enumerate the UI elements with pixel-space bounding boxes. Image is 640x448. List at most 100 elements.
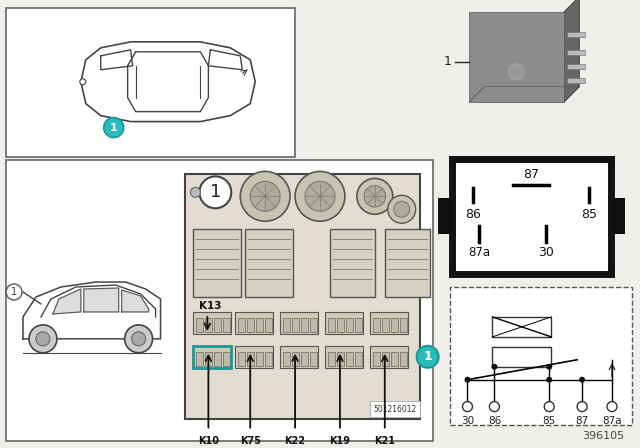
Bar: [330, 229, 375, 297]
Bar: [247, 352, 254, 366]
Bar: [223, 352, 230, 366]
Polygon shape: [41, 285, 156, 317]
Polygon shape: [122, 290, 148, 312]
Bar: [223, 318, 230, 332]
Bar: [256, 318, 263, 332]
Circle shape: [417, 346, 438, 368]
Text: 86: 86: [465, 208, 481, 221]
Circle shape: [463, 401, 472, 412]
Bar: [193, 346, 231, 368]
Circle shape: [544, 401, 554, 412]
Bar: [236, 346, 273, 368]
Text: K75: K75: [240, 435, 260, 445]
Bar: [400, 352, 406, 366]
Polygon shape: [127, 52, 209, 112]
Bar: [337, 318, 344, 332]
Bar: [492, 347, 551, 367]
Circle shape: [191, 187, 200, 197]
Text: K13: K13: [199, 301, 221, 311]
Bar: [492, 317, 551, 337]
Bar: [310, 318, 317, 332]
Bar: [301, 352, 308, 366]
Circle shape: [6, 284, 22, 300]
Bar: [382, 318, 388, 332]
Bar: [355, 318, 362, 332]
Bar: [292, 352, 299, 366]
Bar: [567, 78, 585, 83]
Bar: [373, 352, 380, 366]
Bar: [214, 352, 221, 366]
Polygon shape: [100, 50, 132, 70]
Bar: [205, 318, 212, 332]
Bar: [256, 352, 263, 366]
Text: 87a: 87a: [468, 246, 490, 258]
Circle shape: [29, 325, 57, 353]
Bar: [328, 352, 335, 366]
Text: 1: 1: [423, 350, 432, 363]
Bar: [400, 318, 406, 332]
Polygon shape: [564, 0, 579, 102]
Circle shape: [508, 64, 524, 80]
Bar: [292, 318, 299, 332]
Bar: [438, 198, 452, 234]
Circle shape: [490, 401, 499, 412]
Bar: [325, 346, 363, 368]
Text: K10: K10: [198, 435, 219, 445]
Circle shape: [132, 332, 145, 346]
Text: 501216012: 501216012: [373, 405, 417, 414]
Bar: [193, 346, 231, 368]
Bar: [265, 318, 272, 332]
Bar: [193, 229, 241, 297]
Text: 87a: 87a: [602, 416, 622, 426]
Polygon shape: [84, 288, 118, 312]
Bar: [470, 12, 564, 102]
Circle shape: [295, 172, 345, 221]
Circle shape: [394, 201, 410, 217]
Circle shape: [80, 79, 86, 85]
Bar: [391, 352, 397, 366]
Bar: [567, 32, 585, 37]
Circle shape: [36, 332, 50, 346]
Bar: [196, 318, 204, 332]
Bar: [385, 229, 429, 297]
Circle shape: [546, 377, 552, 383]
Bar: [205, 352, 212, 366]
Bar: [280, 346, 318, 368]
Bar: [449, 287, 632, 425]
Bar: [193, 312, 231, 334]
Text: K19: K19: [330, 435, 351, 445]
Bar: [346, 318, 353, 332]
Bar: [391, 318, 397, 332]
Circle shape: [305, 181, 335, 211]
Circle shape: [104, 117, 124, 138]
Text: 30: 30: [461, 416, 474, 426]
Polygon shape: [23, 282, 161, 339]
Text: 1: 1: [210, 183, 221, 201]
Text: 85: 85: [581, 208, 597, 221]
Text: K22: K22: [285, 435, 305, 445]
Bar: [346, 352, 353, 366]
Bar: [238, 352, 245, 366]
Bar: [283, 352, 290, 366]
Bar: [452, 159, 611, 274]
Circle shape: [546, 364, 552, 370]
Circle shape: [200, 177, 231, 208]
Text: 85: 85: [543, 416, 556, 426]
Bar: [567, 50, 585, 55]
Circle shape: [607, 401, 617, 412]
Text: 396105: 396105: [582, 431, 624, 441]
Bar: [6, 8, 295, 157]
Text: 30: 30: [538, 246, 554, 258]
Polygon shape: [209, 50, 243, 70]
Text: 87: 87: [524, 168, 540, 181]
Bar: [245, 229, 293, 297]
Circle shape: [465, 377, 470, 383]
Bar: [370, 312, 408, 334]
Circle shape: [125, 325, 152, 353]
Circle shape: [388, 195, 415, 223]
Bar: [301, 318, 308, 332]
Bar: [325, 312, 363, 334]
Text: 1: 1: [11, 287, 17, 297]
Bar: [236, 312, 273, 334]
Bar: [310, 352, 317, 366]
